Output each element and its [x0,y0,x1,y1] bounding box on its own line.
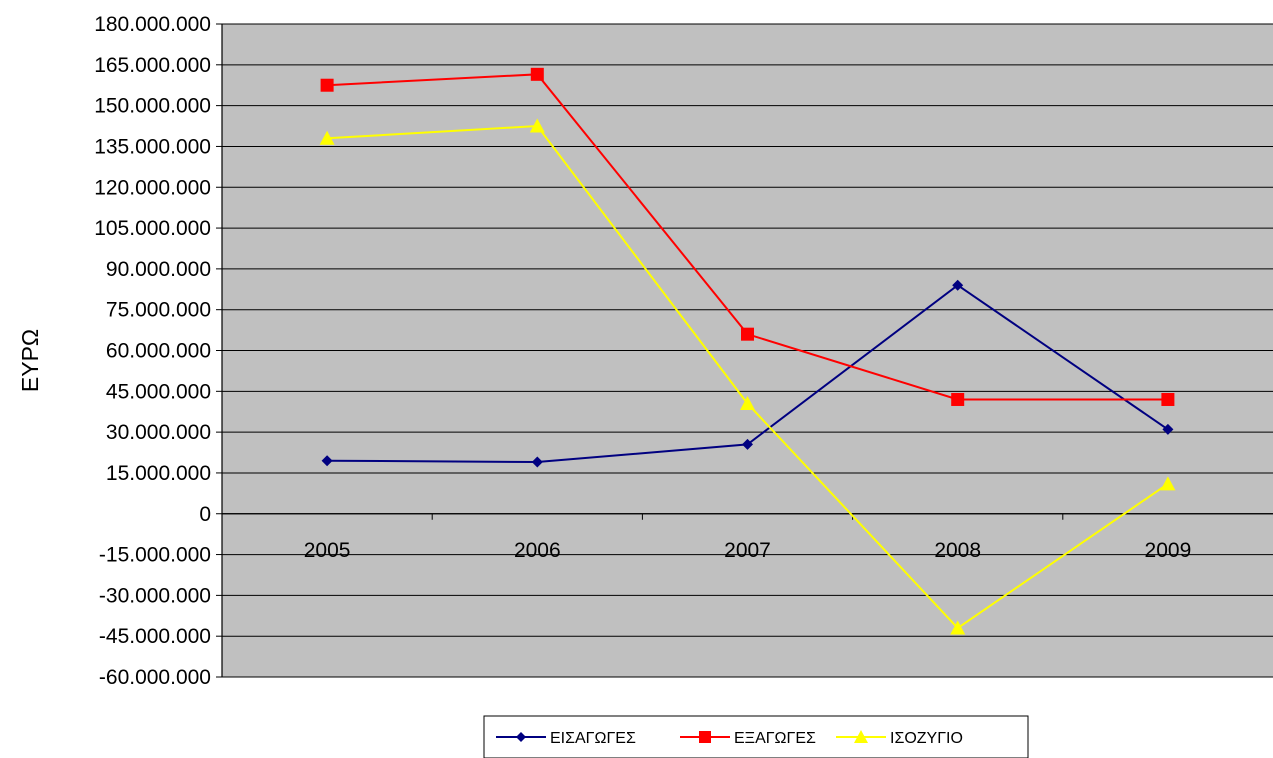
y-tick-label: 180.000.000 [94,13,211,36]
y-tick-label: 75.000.000 [106,299,211,322]
gridlines [222,23,1273,678]
y-tick-label: 165.000.000 [94,54,211,77]
series [319,118,1176,635]
x-tick-label: 2007 [724,539,771,562]
data-point [950,620,966,635]
data-point [319,130,335,145]
series-group [319,67,1176,635]
y-axis-label: ΕΥΡΩ [17,329,43,392]
data-point [741,327,754,341]
x-tick-label: 2005 [304,539,351,562]
series [320,67,1175,406]
x-tick-label: 2006 [514,539,561,562]
y-tick-label: 150.000.000 [94,95,211,118]
x-tick-label: 2008 [934,539,981,562]
data-point [854,730,868,743]
data-point [699,731,711,743]
legend-label: ΕΙΣΑΓΩΓΕΣ [550,730,636,747]
data-point [951,392,965,406]
data-point [742,438,753,450]
data-point [1161,392,1175,406]
legend-item: ΕΞΑΓΩΓΕΣ [680,730,816,747]
legend-box [483,715,1029,758]
y-tick-label: 45.000.000 [106,380,211,403]
data-point [1160,476,1176,491]
series [321,279,1174,468]
y-tick-label: 15.000.000 [106,462,211,485]
y-tick-label: 30.000.000 [106,421,211,444]
y-tick-label: 0 [199,503,211,526]
y-tick-label: -60.000.000 [99,666,211,689]
data-point [531,456,543,468]
y-tick-label: 120.000.000 [94,176,211,199]
data-point [530,67,544,81]
y-tick-label: 135.000.000 [94,135,211,158]
y-tick-label: -30.000.000 [99,584,211,607]
data-point [740,396,755,411]
data-point [529,118,545,133]
legend-item: ΙΣΟΖΥΓΙΟ [836,730,963,747]
y-tick-label: 105.000.000 [94,217,211,240]
legend-label: ΕΞΑΓΩΓΕΣ [734,730,816,747]
data-point [320,78,334,92]
y-tick-label: -45.000.000 [99,625,211,648]
legend: ΕΙΣΑΓΩΓΕΣ ΕΞΑΓΩΓΕΣ ΙΣΟΖΥΓΙΟ [483,715,1029,758]
data-point [516,732,526,742]
data-point [952,279,964,291]
x-axis-ticks: 2005 2006 2007 2008 2009 [304,513,1192,562]
legend-item: ΕΙΣΑΓΩΓΕΣ [496,730,636,747]
legend-label: ΙΣΟΖΥΓΙΟ [890,730,963,747]
y-axis-ticks: 180.000.000 165.000.000 150.000.000 135.000… [94,13,222,689]
x-tick-label: 2009 [1145,539,1192,562]
y-tick-label: 60.000.000 [106,340,211,363]
data-point [321,455,333,467]
data-point [1162,423,1174,435]
y-tick-label: 90.000.000 [106,258,211,281]
y-tick-label: -15.000.000 [99,544,211,567]
